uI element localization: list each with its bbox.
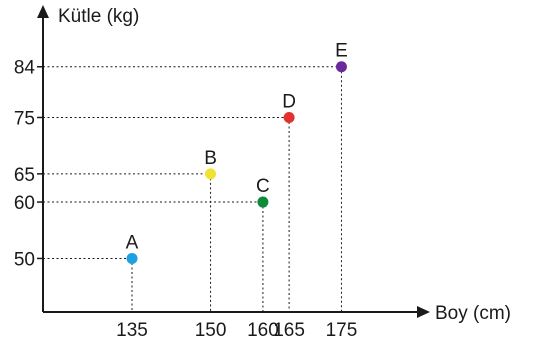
x-tick-label-165: 165 — [273, 320, 305, 341]
y-tick-label-84: 84 — [14, 58, 36, 79]
point-label-D: D — [282, 91, 296, 112]
point-label-A: A — [126, 232, 139, 253]
x-tick-label-150: 150 — [195, 320, 227, 341]
data-point-B — [205, 168, 217, 180]
y-tick-label-75: 75 — [14, 108, 35, 129]
x-tick-label-160: 160 — [247, 320, 279, 341]
data-point-A — [126, 252, 138, 264]
y-tick-label-50: 50 — [14, 249, 35, 270]
axes-layer: Kütle (kg) Boy (cm) — [37, 5, 511, 324]
data-point-D — [283, 111, 295, 123]
y-tick-label-65: 65 — [14, 165, 35, 186]
point-label-C: C — [256, 176, 270, 197]
y-tick-label-60: 60 — [14, 193, 35, 214]
x-tick-label-175: 175 — [326, 320, 358, 341]
x-tick-label-135: 135 — [116, 320, 148, 341]
point-label-B: B — [204, 148, 217, 169]
y-axis-label: Kütle (kg) — [58, 6, 139, 27]
data-points-layer: A B C D E — [126, 41, 348, 264]
x-axis-label: Boy (cm) — [435, 303, 511, 324]
guide-lines-layer — [43, 66, 342, 312]
data-point-C — [257, 196, 269, 208]
point-label-E: E — [335, 41, 348, 62]
data-point-E — [335, 61, 347, 73]
x-axis-arrowhead — [417, 306, 430, 318]
y-axis-arrowhead — [37, 5, 49, 18]
